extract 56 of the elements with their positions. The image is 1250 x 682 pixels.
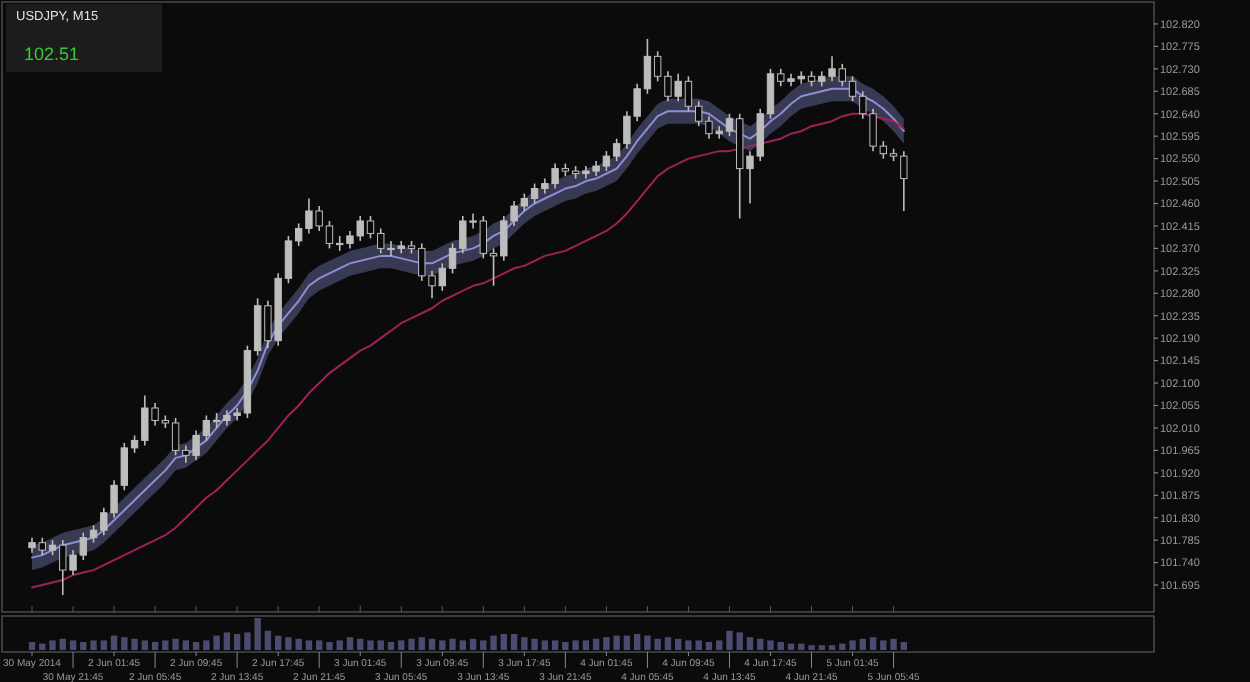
- bar: [459, 640, 466, 650]
- bar: [336, 640, 343, 650]
- bar: [869, 637, 877, 650]
- bar: [859, 638, 867, 650]
- bar: [387, 642, 395, 650]
- bar: [305, 640, 313, 650]
- bar: [100, 640, 107, 650]
- bar: [59, 638, 66, 650]
- bar: [736, 632, 743, 650]
- bar: [592, 638, 600, 650]
- bar: [264, 630, 272, 650]
- bar: [633, 634, 641, 650]
- bar: [49, 640, 56, 650]
- bar: [346, 637, 354, 650]
- bar: [28, 642, 36, 650]
- bar: [80, 642, 87, 650]
- bar: [664, 637, 672, 650]
- bar: [110, 635, 118, 650]
- bar: [428, 638, 436, 650]
- bar: [500, 634, 508, 650]
- bar: [551, 640, 559, 650]
- bar: [469, 638, 477, 650]
- bar: [623, 635, 631, 650]
- bar: [726, 630, 733, 650]
- bar: [510, 634, 518, 650]
- bar: [449, 638, 456, 650]
- bar: [357, 638, 364, 650]
- bar: [705, 642, 713, 650]
- bar: [192, 642, 200, 650]
- bar: [582, 640, 590, 650]
- bar: [223, 632, 231, 650]
- bar: [849, 640, 856, 650]
- bar: [326, 642, 333, 650]
- bar: [90, 640, 97, 650]
- bar: [274, 635, 282, 650]
- bar: [398, 640, 405, 650]
- bar: [777, 642, 784, 650]
- bar: [716, 640, 723, 650]
- bar: [233, 634, 241, 650]
- bar: [674, 638, 682, 650]
- bar: [367, 640, 374, 650]
- bar: [141, 640, 149, 650]
- bar: [541, 640, 549, 650]
- bar: [418, 637, 425, 650]
- bar: [767, 640, 774, 650]
- bar: [315, 640, 323, 650]
- bar: [151, 642, 159, 650]
- bar: [900, 642, 908, 650]
- bar: [746, 637, 754, 650]
- bar: [182, 640, 190, 650]
- bar: [69, 640, 77, 650]
- annotation: 102.51: [24, 44, 80, 64]
- bar: [377, 640, 384, 650]
- bar: [757, 638, 764, 650]
- bar: [408, 638, 415, 650]
- bar: [439, 640, 446, 650]
